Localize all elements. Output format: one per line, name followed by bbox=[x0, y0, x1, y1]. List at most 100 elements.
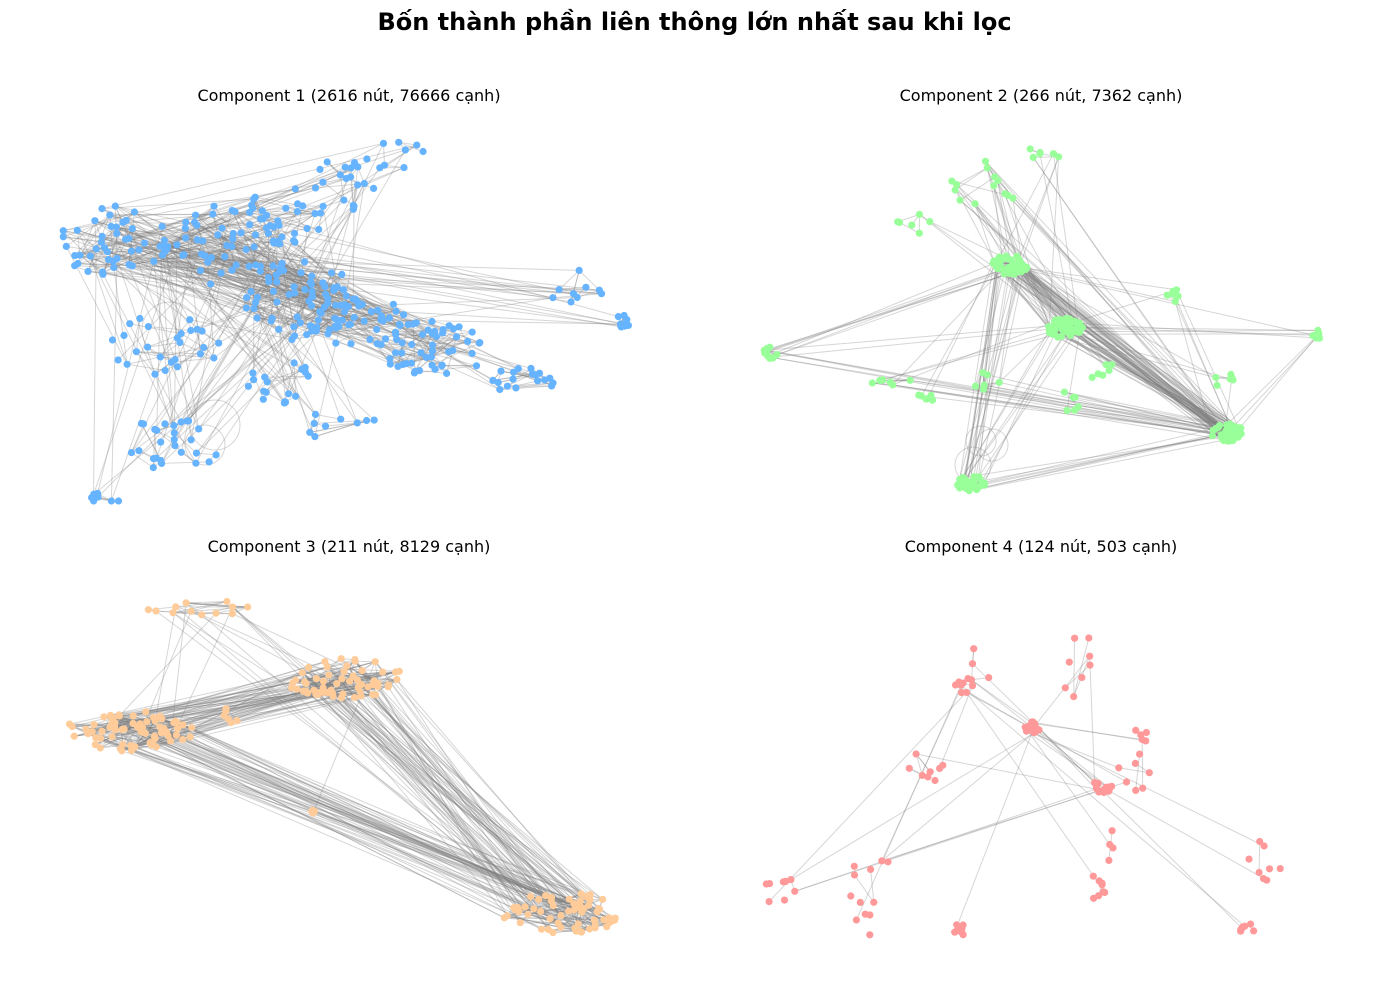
edge bbox=[764, 269, 1010, 354]
edge bbox=[149, 742, 596, 926]
node bbox=[74, 259, 82, 268]
node bbox=[173, 241, 181, 249]
node bbox=[973, 486, 981, 494]
node bbox=[968, 660, 977, 668]
edge bbox=[240, 232, 283, 264]
node bbox=[321, 422, 330, 430]
edge bbox=[190, 256, 226, 440]
node bbox=[156, 353, 164, 361]
node bbox=[342, 174, 350, 183]
node bbox=[303, 331, 311, 339]
edge bbox=[137, 726, 582, 913]
edge bbox=[323, 680, 559, 924]
edge bbox=[498, 374, 536, 383]
node bbox=[959, 931, 967, 939]
node bbox=[130, 743, 138, 751]
node bbox=[951, 928, 959, 936]
node bbox=[115, 712, 123, 720]
edge bbox=[354, 659, 518, 908]
node bbox=[96, 734, 105, 742]
node bbox=[535, 369, 544, 377]
edge bbox=[86, 728, 156, 739]
component-3-graph bbox=[66, 597, 619, 937]
node bbox=[1132, 726, 1140, 734]
node bbox=[150, 257, 158, 265]
edge bbox=[154, 737, 559, 924]
node bbox=[215, 339, 223, 347]
node bbox=[1063, 406, 1071, 414]
edge bbox=[240, 232, 283, 264]
node bbox=[1029, 718, 1037, 726]
node bbox=[229, 235, 237, 243]
node bbox=[398, 339, 406, 347]
node bbox=[122, 216, 130, 224]
node bbox=[315, 225, 323, 234]
node bbox=[122, 235, 130, 243]
node bbox=[599, 895, 607, 903]
edge bbox=[975, 385, 1241, 429]
edge bbox=[307, 692, 603, 900]
edge bbox=[770, 356, 1214, 431]
edge bbox=[766, 350, 1230, 438]
edge bbox=[975, 273, 1005, 387]
node bbox=[151, 370, 159, 378]
edge bbox=[129, 323, 182, 335]
edge bbox=[232, 238, 290, 394]
node bbox=[624, 321, 633, 329]
edge bbox=[1069, 318, 1219, 428]
edge bbox=[101, 142, 384, 210]
edge bbox=[872, 382, 1239, 438]
edge bbox=[129, 246, 255, 266]
node bbox=[979, 385, 988, 393]
edge bbox=[342, 693, 615, 921]
edge bbox=[257, 317, 468, 342]
node bbox=[196, 267, 205, 275]
node bbox=[363, 416, 371, 425]
edge bbox=[357, 679, 596, 929]
edge bbox=[976, 436, 1239, 491]
edge bbox=[1024, 726, 1111, 845]
edge bbox=[1014, 267, 1315, 336]
node bbox=[273, 298, 281, 306]
node bbox=[1066, 315, 1074, 323]
node bbox=[1060, 388, 1068, 396]
edge bbox=[278, 213, 316, 330]
edge bbox=[354, 660, 569, 912]
node bbox=[983, 164, 991, 172]
edge bbox=[1054, 328, 1228, 430]
edge bbox=[246, 297, 337, 329]
edge bbox=[568, 910, 590, 930]
node bbox=[428, 361, 436, 369]
node bbox=[1237, 430, 1245, 438]
node bbox=[195, 425, 203, 433]
node bbox=[464, 337, 472, 345]
edge bbox=[240, 232, 378, 344]
node bbox=[422, 353, 430, 361]
node bbox=[392, 330, 400, 339]
edge bbox=[328, 674, 520, 912]
node bbox=[246, 208, 254, 216]
edge bbox=[357, 679, 531, 897]
edge bbox=[1032, 157, 1228, 435]
edge bbox=[79, 204, 252, 256]
edge bbox=[255, 302, 273, 319]
edge bbox=[195, 214, 256, 236]
node bbox=[252, 261, 260, 269]
node bbox=[259, 395, 267, 403]
node bbox=[250, 243, 258, 251]
edge bbox=[156, 226, 163, 431]
node bbox=[250, 376, 258, 384]
node bbox=[370, 416, 378, 424]
edge bbox=[324, 297, 578, 308]
edge bbox=[163, 690, 304, 729]
edge bbox=[189, 319, 293, 340]
node bbox=[1070, 406, 1079, 414]
edge bbox=[770, 328, 1055, 358]
edge bbox=[171, 357, 214, 363]
edge bbox=[966, 692, 1106, 893]
edge bbox=[1032, 157, 1220, 426]
edge bbox=[325, 422, 358, 427]
edge bbox=[1016, 255, 1229, 435]
node bbox=[503, 382, 511, 390]
node bbox=[296, 319, 304, 327]
